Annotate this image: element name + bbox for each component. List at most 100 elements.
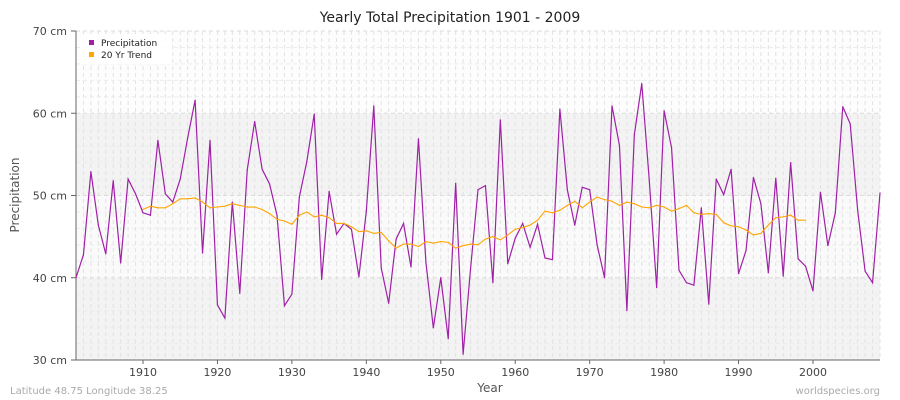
trend-point xyxy=(804,219,807,221)
trend-point xyxy=(618,204,621,206)
trend-point xyxy=(670,210,673,212)
trend-point xyxy=(603,199,606,201)
y-tick-label: 40 cm xyxy=(33,272,67,285)
trend-point xyxy=(172,203,174,205)
trend-point xyxy=(752,234,755,236)
trend-point xyxy=(224,205,226,207)
precipitation-point xyxy=(127,178,129,180)
trend-point xyxy=(581,207,583,209)
precipitation-point xyxy=(179,178,181,180)
trend-point xyxy=(633,203,635,205)
trend-point xyxy=(693,212,695,214)
legend-label-trend: 20 Yr Trend xyxy=(101,51,152,61)
trend-point xyxy=(708,212,710,215)
precipitation-point xyxy=(82,254,85,256)
precipitation-point xyxy=(633,134,635,136)
trend-point xyxy=(194,197,196,199)
precipitation-point xyxy=(440,277,442,279)
precipitation-point xyxy=(834,212,836,214)
trend-point xyxy=(216,206,219,208)
x-tick-label: 1950 xyxy=(427,366,455,379)
trend-point xyxy=(522,226,524,229)
precipitation-point xyxy=(708,303,710,305)
precipitation-point xyxy=(298,196,300,198)
precipitation-point xyxy=(462,353,464,355)
trend-point xyxy=(477,244,479,246)
precipitation-point xyxy=(790,162,792,164)
precipitation-point xyxy=(596,244,598,246)
trend-point xyxy=(276,218,278,220)
precipitation-point xyxy=(849,123,851,125)
precipitation-point xyxy=(693,284,695,286)
precipitation-point xyxy=(700,207,702,209)
precipitation-point xyxy=(149,214,152,216)
trend-point xyxy=(775,217,777,219)
precipitation-point xyxy=(455,182,457,184)
precipitation-point xyxy=(231,201,233,203)
precipitation-point xyxy=(306,161,308,163)
precipitation-point xyxy=(395,238,397,240)
trend-point xyxy=(149,205,152,207)
legend-swatch-precipitation xyxy=(89,40,94,45)
precipitation-point xyxy=(224,317,226,319)
precipitation-point xyxy=(172,201,174,203)
precipitation-point xyxy=(670,147,673,149)
precipitation-point xyxy=(871,282,874,284)
precipitation-point xyxy=(879,192,881,194)
precipitation-point xyxy=(365,210,367,212)
trend-point xyxy=(365,230,367,232)
trend-point xyxy=(343,222,345,225)
y-tick-label: 30 cm xyxy=(33,354,67,367)
precipitation-point xyxy=(350,228,353,230)
precipitation-point xyxy=(283,305,286,307)
y-tick-label: 70 cm xyxy=(33,25,67,38)
credit-note: worldspecies.org xyxy=(796,386,880,397)
background-band xyxy=(76,31,880,114)
x-tick-label: 1910 xyxy=(129,366,157,379)
precipitation-point xyxy=(417,138,420,140)
x-tick-label: 1990 xyxy=(725,366,753,379)
trend-point xyxy=(551,212,554,214)
precipitation-point xyxy=(864,270,866,272)
precipitation-point xyxy=(544,257,546,259)
precipitation-point xyxy=(775,177,777,179)
precipitation-point xyxy=(402,222,405,225)
trend-point xyxy=(790,214,792,216)
trend-point xyxy=(589,201,591,203)
precipitation-point xyxy=(477,189,479,191)
precipitation-point xyxy=(469,268,472,270)
precipitation-point xyxy=(626,310,628,312)
precipitation-point xyxy=(75,277,77,279)
precipitation-point xyxy=(603,277,606,279)
trend-point xyxy=(626,201,628,203)
trend-point xyxy=(402,243,405,245)
x-tick-label: 1940 xyxy=(352,366,380,379)
trend-point xyxy=(492,236,494,238)
trend-point xyxy=(596,196,598,198)
precipitation-point xyxy=(581,186,583,188)
precipitation-point xyxy=(559,108,561,110)
precipitation-point xyxy=(745,250,747,252)
precipitation-point xyxy=(782,275,784,277)
y-axis-label: Precipitation xyxy=(8,157,22,232)
trend-point xyxy=(656,204,658,206)
trend-point xyxy=(529,224,531,226)
x-tick-label: 1980 xyxy=(650,366,678,379)
trend-point xyxy=(298,214,300,216)
trend-point xyxy=(462,245,464,247)
y-tick-label: 60 cm xyxy=(33,107,67,120)
precipitation-point xyxy=(268,183,271,185)
trend-point xyxy=(641,206,643,208)
precipitation-point xyxy=(685,282,688,284)
precipitation-point xyxy=(551,259,554,261)
precipitation-point xyxy=(827,245,829,247)
precipitation-point xyxy=(752,176,755,179)
x-tick-label: 1930 xyxy=(278,366,306,379)
precipitation-point xyxy=(313,113,315,115)
trend-point xyxy=(678,208,680,210)
trend-point xyxy=(201,201,204,203)
precipitation-point xyxy=(254,120,256,123)
trend-point xyxy=(291,223,293,225)
trend-point xyxy=(380,231,382,234)
